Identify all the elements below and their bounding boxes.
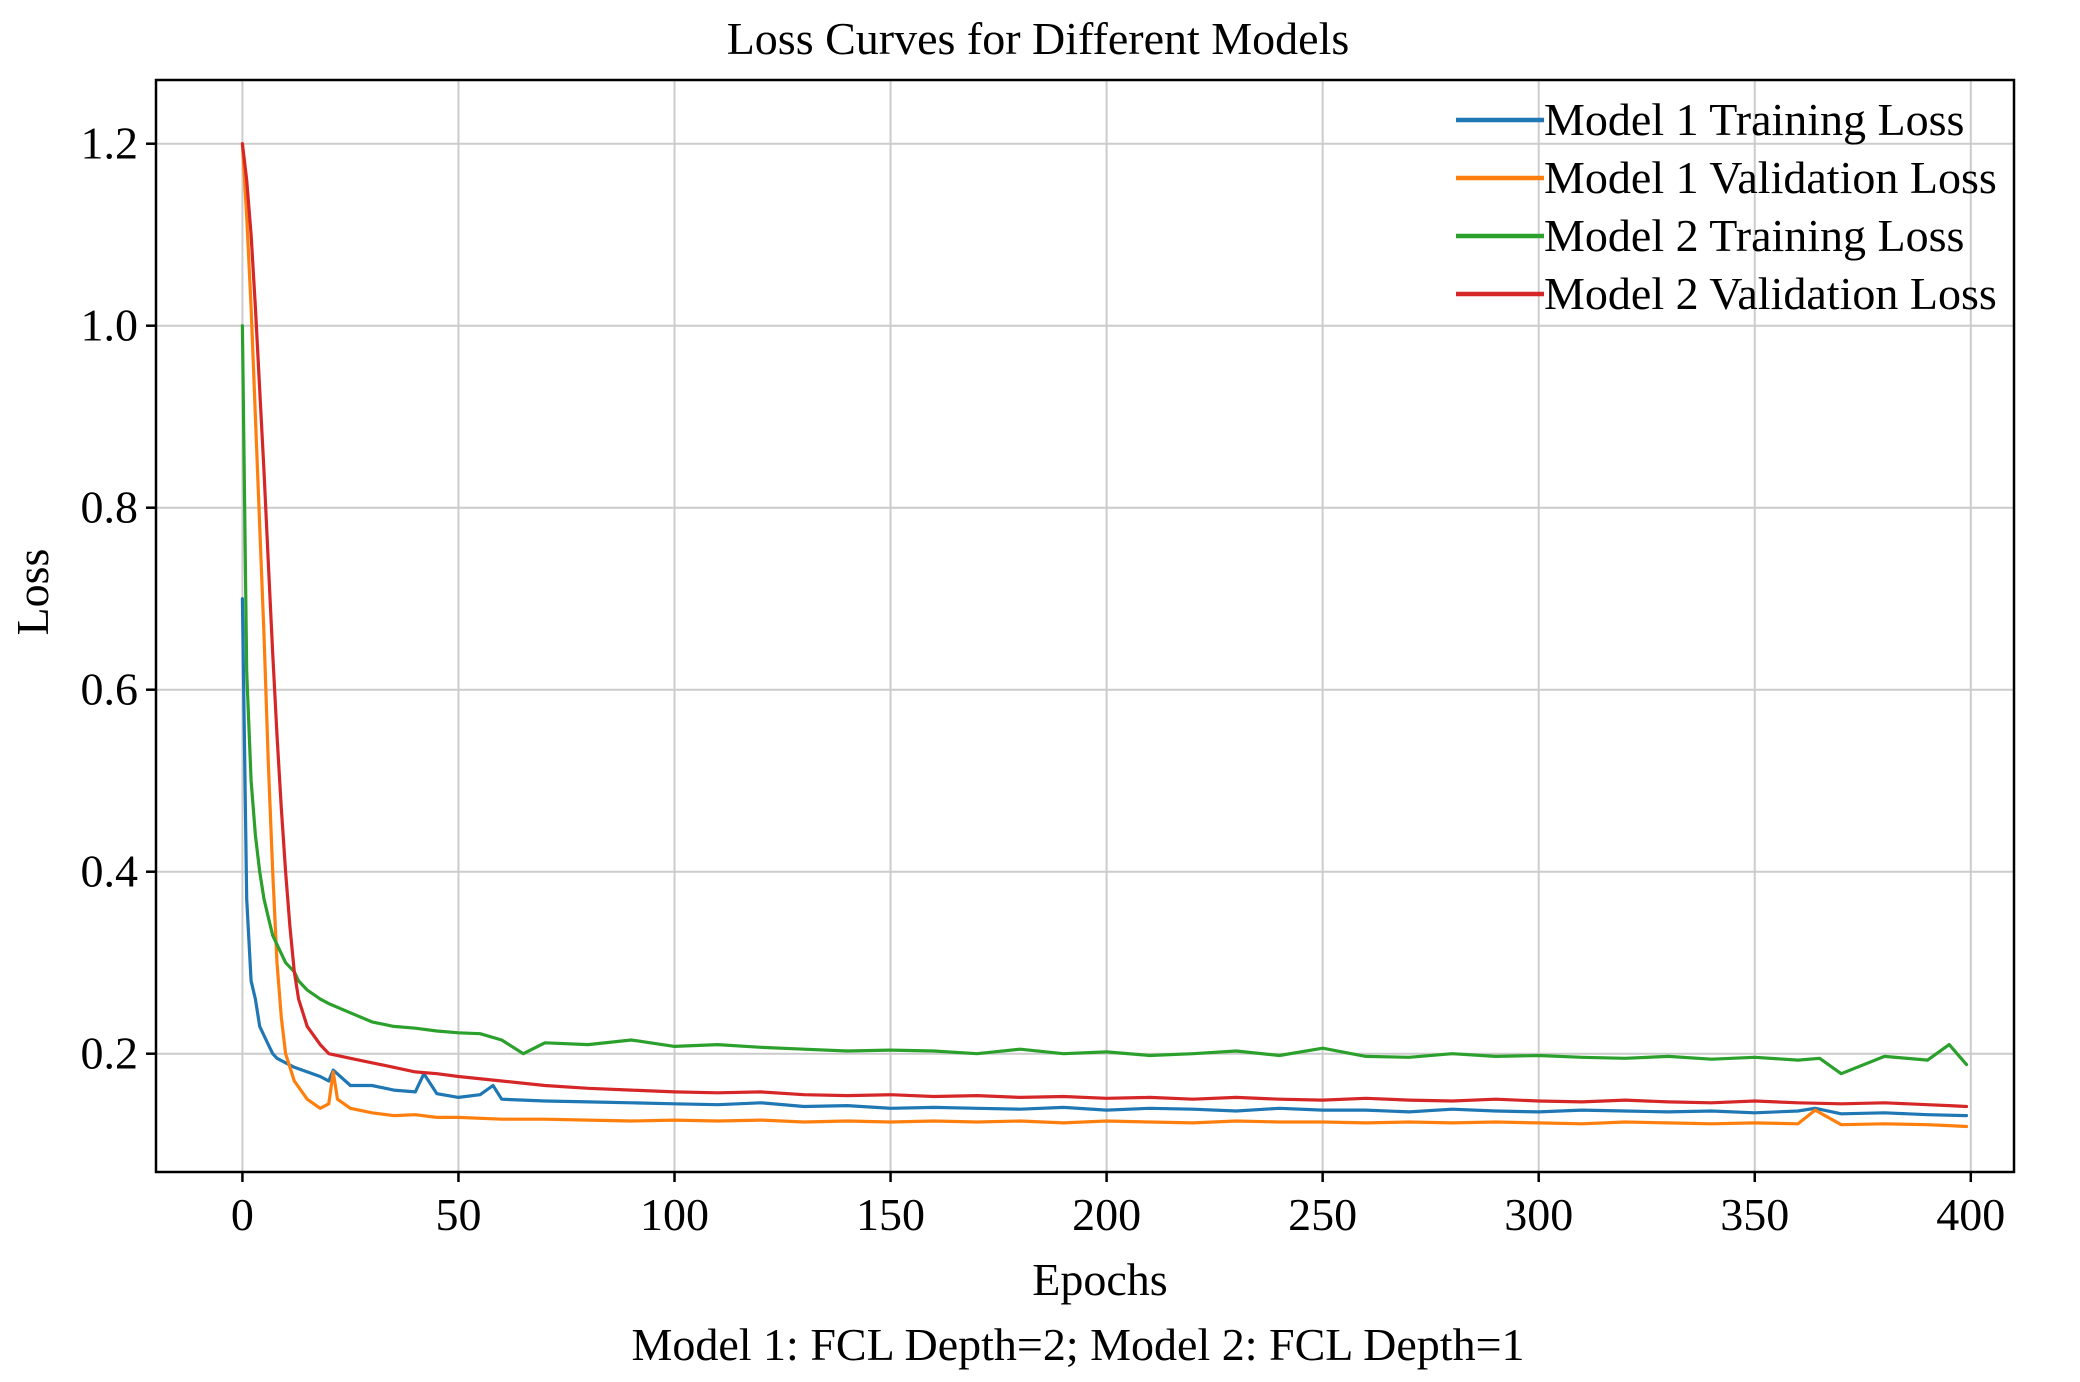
y-tick-label: 0.2 (81, 1028, 139, 1079)
legend-entry: Model 2 Training Loss (1544, 210, 1964, 261)
y-tick-label: 1.0 (81, 300, 139, 351)
x-tick-label: 300 (1504, 1189, 1573, 1240)
series-line-model-1-validation-loss (240, 142, 1969, 1129)
x-tick-label: 50 (435, 1189, 481, 1240)
x-tick-label: 250 (1288, 1189, 1357, 1240)
legend: Model 1 Training Loss Model 1 Validation … (1456, 94, 1997, 319)
y-tick-label: 0.4 (81, 846, 139, 897)
chart-title: Loss Curves for Different Models (727, 13, 1350, 64)
y-tick-label: 1.2 (81, 118, 139, 169)
x-tick-label: 350 (1720, 1189, 1789, 1240)
x-ticks: 0 50 100 150 200 250 300 350 400 (231, 1172, 2005, 1240)
x-tick-label: 0 (231, 1189, 254, 1240)
plot-frame (154, 78, 2016, 1174)
y-axis-label: Loss (7, 549, 58, 636)
x-tick-label: 400 (1936, 1189, 2005, 1240)
series-lines (240, 142, 1969, 1129)
x-axis-label: Epochs (1032, 1254, 1167, 1305)
y-tick-label: 0.6 (81, 664, 139, 715)
series-line-model-2-training-loss (240, 324, 1969, 1076)
grid-lines (156, 80, 2014, 1172)
legend-entry: Model 1 Validation Loss (1544, 152, 1997, 203)
x-tick-label: 200 (1072, 1189, 1141, 1240)
legend-entry: Model 1 Training Loss (1544, 94, 1964, 145)
series-line-model-2-validation-loss (240, 142, 1969, 1109)
legend-entry: Model 2 Validation Loss (1544, 268, 1997, 319)
x-tick-label: 100 (640, 1189, 709, 1240)
series-line-model-1-training-loss (240, 597, 1969, 1118)
figure-caption: Model 1: FCL Depth=2; Model 2: FCL Depth… (631, 1319, 1524, 1370)
y-ticks: 0.2 0.4 0.6 0.8 1.0 1.2 (81, 118, 156, 1079)
x-tick-label: 150 (856, 1189, 925, 1240)
y-tick-label: 0.8 (81, 482, 139, 533)
